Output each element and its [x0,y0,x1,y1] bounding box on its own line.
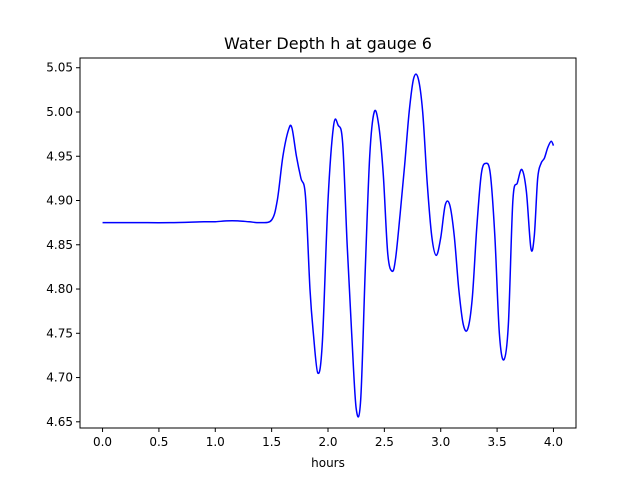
x-tick-label: 1.5 [262,435,281,449]
x-tick-label: 4.0 [544,435,563,449]
chart-title: Water Depth h at gauge 6 [224,34,432,53]
x-tick-label: 2.5 [375,435,394,449]
y-tick-label: 4.90 [46,194,73,208]
x-axis-label: hours [311,456,345,470]
series-layer [102,73,555,418]
y-tick-label: 4.80 [46,282,73,296]
y-tick-label: 4.85 [46,238,73,252]
x-tick-label: 3.0 [431,435,450,449]
y-tick-label: 4.75 [46,326,73,340]
y-tick-label: 4.95 [46,149,73,163]
y-tick-label: 5.00 [46,105,73,119]
x-tick-label: 1.0 [206,435,225,449]
x-axis-ticks: 0.0 0.5 1.0 1.5 2.0 2.5 3.0 3.5 4.0 [93,428,563,449]
y-tick-label: 4.65 [46,415,73,429]
x-tick-label: 2.0 [318,435,337,449]
y-axis-ticks: 4.65 4.70 4.75 4.80 4.85 4.90 4.95 5.00 5.05 [46,61,80,429]
y-tick-label: 4.70 [46,371,73,385]
x-tick-label: 3.5 [488,435,507,449]
y-tick-label: 5.05 [46,61,73,75]
x-tick-label: 0.5 [149,435,168,449]
series-line [102,73,555,418]
x-tick-label: 0.0 [93,435,112,449]
plot-frame [79,57,577,429]
